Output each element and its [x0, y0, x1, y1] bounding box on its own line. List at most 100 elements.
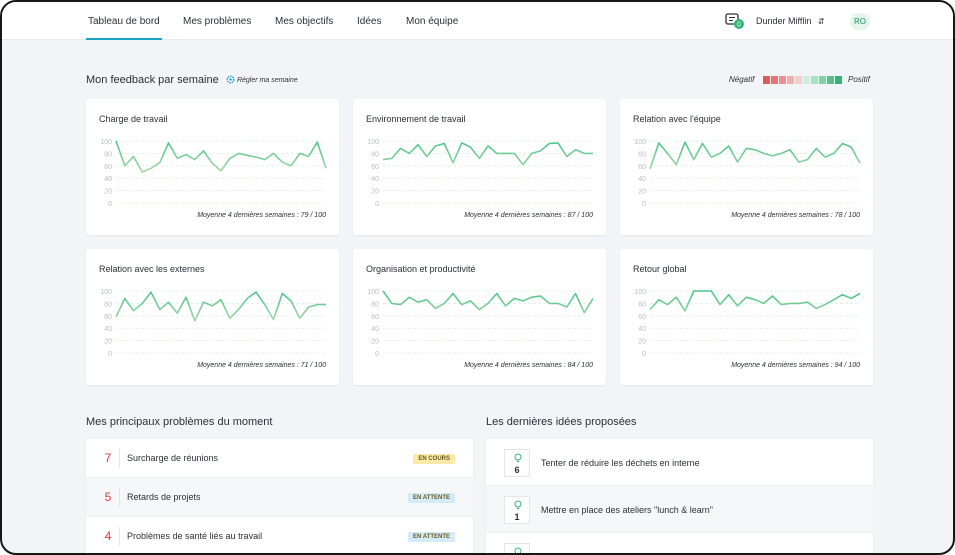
legend-swatch: [779, 76, 786, 84]
vote-box: 6: [504, 449, 530, 477]
issue-count: 5: [104, 490, 112, 504]
idea-row[interactable]: 6 Tenter de réduire les déchets en intern…: [486, 439, 873, 486]
avatar[interactable]: RO: [850, 13, 870, 30]
issue-row[interactable]: 4 Problèmes de santé liés au travail EN AT…: [86, 517, 473, 553]
y-tick-label: 80: [638, 151, 646, 158]
y-tick-label: 20: [371, 339, 379, 346]
issues-panel: 7 Surcharge de réunions EN COURS 5 Retards d…: [86, 439, 473, 553]
card-title: Organisation et productivité: [366, 264, 476, 274]
vote-box: 3: [504, 543, 530, 553]
y-tick-label: 100: [367, 139, 379, 146]
y-tick-label: 40: [638, 326, 646, 333]
issue-label: Retards de projets: [127, 492, 201, 502]
issue-count: 7: [104, 451, 112, 465]
y-tick-label: 20: [638, 339, 646, 346]
mini-chart: 0 20 40 60 80 100: [367, 289, 594, 358]
top-nav: Tableau de bord Mes problèmes Mes objectif…: [2, 2, 953, 40]
y-tick-label: 100: [634, 139, 646, 146]
separator: [119, 449, 120, 468]
card-average: Moyenne 4 dernières semaines : 79 / 100: [197, 212, 326, 219]
vote-box: 1: [504, 496, 530, 524]
issue-label: Surcharge de réunions: [127, 453, 219, 463]
feedback-card: Relation avec les externes 0 20 40 60 80 100 Mo…: [86, 249, 339, 385]
legend-swatch: [787, 76, 794, 84]
y-tick-label: 40: [104, 176, 112, 183]
bulb: [514, 547, 522, 553]
section-title: Mon feedback par semaine: [86, 74, 219, 86]
settings-text: Régler ma semaine: [236, 77, 298, 84]
feedback-card: Environnement de travail 0 20 40 60 80 100 Moye…: [353, 99, 606, 235]
card-title: Environnement de travail: [366, 114, 466, 124]
y-tick-label: 20: [638, 189, 646, 196]
mini-chart: 0 20 40 60 80 100: [634, 139, 861, 208]
gear-icon: [226, 75, 235, 84]
settings-link[interactable]: Régler ma semaine: [226, 75, 298, 84]
y-tick-label: 20: [371, 189, 379, 196]
y-tick-label: 0: [108, 201, 112, 208]
feedback-card: Organisation et productivité 0 20 40 60 80 100…: [353, 249, 606, 385]
legend-swatch: [795, 76, 802, 84]
bulb-icon: [514, 453, 522, 462]
feedback-card: Charge de travail 0 20 40 60 80 100 Moyenne 4 d…: [86, 99, 339, 235]
y-tick-label: 60: [371, 314, 379, 321]
mini-chart: 0 20 40 60 80 100: [634, 289, 861, 358]
nav-tab[interactable]: Mes problèmes: [183, 16, 252, 27]
idea-row[interactable]: 1 Mettre en place des ateliers "lunch & l…: [486, 486, 873, 533]
y-tick-label: 80: [638, 301, 646, 308]
messages-icon[interactable]: 0: [725, 13, 745, 31]
trend-line: [382, 142, 593, 166]
y-tick-label: 60: [104, 164, 112, 171]
idea-row[interactable]: 3 Organiser un jeu pour mettre en avant l…: [486, 533, 873, 553]
ideas-title: Les dernières idées proposées: [486, 416, 637, 428]
y-tick-label: 0: [375, 201, 379, 208]
issues-title: Mes principaux problèmes du moment: [86, 416, 273, 428]
y-tick-label: 40: [371, 176, 379, 183]
y-tick-label: 60: [104, 314, 112, 321]
trend-line: [649, 290, 861, 312]
issue-row[interactable]: 5 Retards de projets EN ATTENTE: [86, 478, 473, 517]
feedback-card: Retour global 0 20 40 60 80 100 Moyenne 4 derni…: [620, 249, 873, 385]
card-average: Moyenne 4 dernières semaines : 87 / 100: [464, 212, 593, 219]
y-tick-label: 60: [371, 164, 379, 171]
nav-tab[interactable]: Mon équipe: [406, 16, 459, 27]
trend-line: [115, 291, 326, 322]
trend-line: [649, 141, 861, 170]
separator: [119, 527, 120, 546]
vote-count: 1: [514, 512, 520, 522]
legend-swatch: [835, 76, 842, 84]
company-select[interactable]: Dunder Mifflin ⇵: [756, 16, 825, 26]
bulb-icon: [514, 500, 522, 509]
y-tick-label: 80: [371, 301, 379, 308]
nav-tab[interactable]: Idées: [357, 16, 382, 27]
issue-count: 4: [104, 529, 112, 543]
idea-label: Tenter de réduire les déchets en interne: [541, 458, 700, 468]
legend-scale: [763, 76, 842, 84]
y-tick-label: 80: [104, 301, 112, 308]
y-tick-label: 60: [638, 314, 646, 321]
bulb-icon: [514, 547, 522, 553]
legend-swatch: [763, 76, 770, 84]
status-badge: EN ATTENTE: [408, 493, 455, 503]
card-average: Moyenne 4 dernières semaines : 71 / 100: [197, 362, 326, 369]
y-tick-label: 80: [371, 151, 379, 158]
bulb: [514, 500, 522, 508]
bulb: [514, 453, 522, 461]
card-average: Moyenne 4 dernières semaines : 78 / 100: [731, 212, 860, 219]
separator: [119, 488, 120, 507]
legend-positive: Positif: [848, 75, 870, 84]
y-tick-label: 0: [642, 201, 646, 208]
card-average: Moyenne 4 dernières semaines : 84 / 100: [464, 362, 593, 369]
issue-row[interactable]: 7 Surcharge de réunions EN COURS: [86, 439, 473, 478]
legend-swatch: [771, 76, 778, 84]
mini-chart: 0 20 40 60 80 100: [100, 289, 326, 358]
y-tick-label: 0: [108, 351, 112, 358]
y-tick-label: 100: [367, 289, 379, 296]
nav-tab[interactable]: Mes objectifs: [275, 16, 334, 27]
y-tick-label: 100: [100, 139, 112, 146]
y-tick-label: 80: [104, 151, 112, 158]
trend-line: [382, 290, 594, 314]
nav-tab[interactable]: Tableau de bord: [86, 2, 162, 40]
mini-chart: 0 20 40 60 80 100: [367, 139, 593, 208]
idea-label: Organiser un jeu pour mettre en avant l'…: [541, 552, 726, 553]
